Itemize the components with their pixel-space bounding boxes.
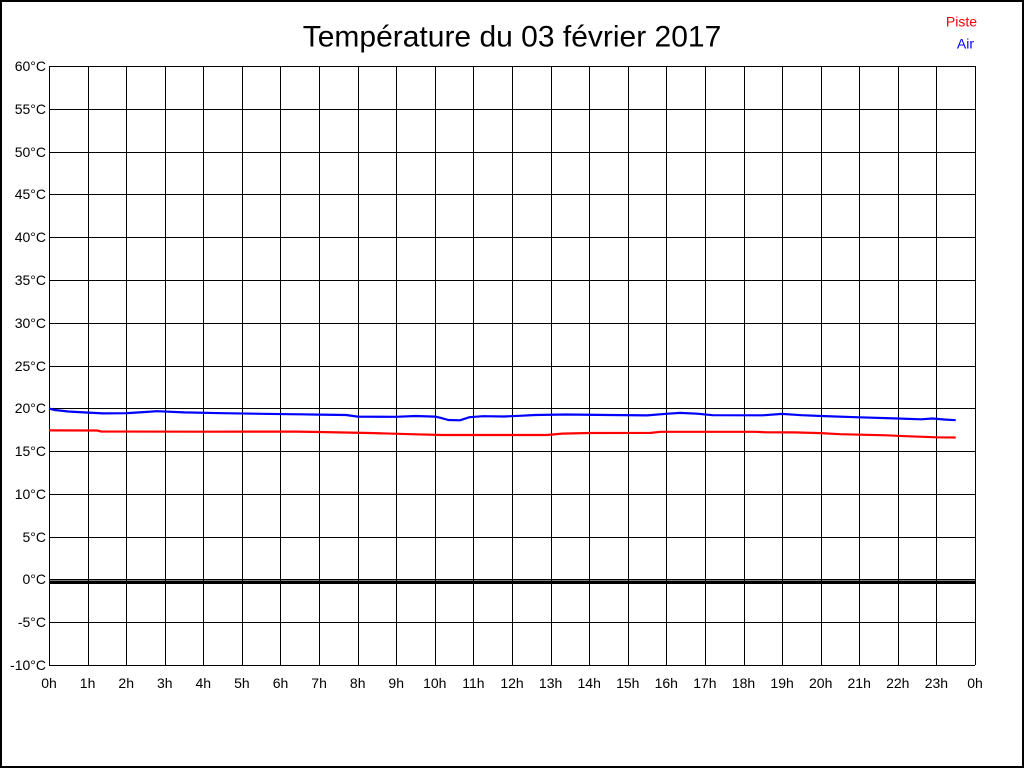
- svg-text:30°C: 30°C: [15, 315, 46, 331]
- svg-text:4h: 4h: [196, 675, 212, 691]
- svg-text:Piste: Piste: [946, 14, 977, 30]
- svg-text:20°C: 20°C: [15, 400, 46, 416]
- svg-text:Température du 03 février 2017: Température du 03 février 2017: [303, 21, 722, 54]
- svg-text:19h: 19h: [770, 675, 793, 691]
- svg-text:0°C: 0°C: [23, 571, 47, 587]
- svg-text:18h: 18h: [732, 675, 755, 691]
- svg-text:12h: 12h: [500, 675, 523, 691]
- svg-text:15h: 15h: [616, 675, 639, 691]
- svg-text:35°C: 35°C: [15, 272, 46, 288]
- svg-text:5h: 5h: [234, 675, 250, 691]
- svg-text:Air: Air: [957, 36, 974, 52]
- svg-text:60°C: 60°C: [15, 58, 46, 74]
- svg-text:3h: 3h: [157, 675, 173, 691]
- svg-text:23h: 23h: [925, 675, 948, 691]
- svg-text:13h: 13h: [539, 675, 562, 691]
- svg-text:-10°C: -10°C: [10, 657, 46, 673]
- svg-text:55°C: 55°C: [15, 101, 46, 117]
- svg-text:10h: 10h: [423, 675, 446, 691]
- svg-text:7h: 7h: [311, 675, 327, 691]
- svg-text:20h: 20h: [809, 675, 832, 691]
- svg-text:8h: 8h: [350, 675, 366, 691]
- svg-text:14h: 14h: [578, 675, 601, 691]
- svg-text:9h: 9h: [388, 675, 404, 691]
- svg-text:45°C: 45°C: [15, 186, 46, 202]
- svg-text:10°C: 10°C: [15, 486, 46, 502]
- svg-text:11h: 11h: [462, 675, 484, 691]
- svg-text:40°C: 40°C: [15, 229, 46, 245]
- svg-text:0h: 0h: [41, 675, 57, 691]
- svg-text:1h: 1h: [80, 675, 96, 691]
- svg-text:-5°C: -5°C: [18, 614, 46, 630]
- svg-text:0h: 0h: [967, 675, 983, 691]
- svg-text:21h: 21h: [848, 675, 871, 691]
- svg-text:22h: 22h: [886, 675, 909, 691]
- svg-text:5°C: 5°C: [23, 529, 47, 545]
- svg-text:2h: 2h: [118, 675, 134, 691]
- svg-text:25°C: 25°C: [15, 358, 46, 374]
- svg-text:16h: 16h: [655, 675, 678, 691]
- svg-text:15°C: 15°C: [15, 443, 46, 459]
- svg-text:50°C: 50°C: [15, 144, 46, 160]
- svg-text:17h: 17h: [693, 675, 716, 691]
- svg-text:6h: 6h: [273, 675, 289, 691]
